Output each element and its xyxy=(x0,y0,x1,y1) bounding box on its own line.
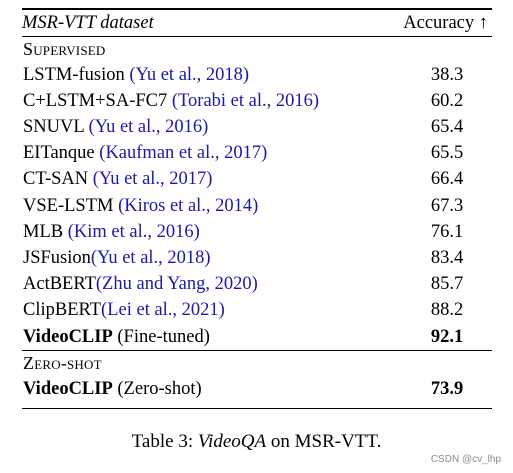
method-name: MLB xyxy=(23,221,64,242)
accuracy-value: 66.4 xyxy=(430,169,464,190)
table-row: EITanque (Kaufman et al., 2017) 65.5 xyxy=(22,140,492,166)
bottom-rule xyxy=(22,407,492,410)
section-rule xyxy=(22,349,492,351)
table-header-row: MSR-VTT dataset Accuracy ↑ xyxy=(22,10,492,36)
section-label-zero-shot: Zero-shot xyxy=(23,352,102,373)
citation-link[interactable]: (Torabi et al., 2016) xyxy=(171,90,320,111)
table-row: SNUVL (Yu et al., 2016) 65.4 xyxy=(22,114,492,140)
accuracy-value: 76.1 xyxy=(430,221,464,242)
citation-link[interactable]: (Lei et al., 2021) xyxy=(101,300,225,321)
table-row: C+LSTM+SA-FC7 (Torabi et al., 2016) 60.2 xyxy=(22,88,492,114)
accuracy-value: 83.4 xyxy=(430,248,464,268)
dataset-title: MSR-VTT dataset xyxy=(22,12,154,33)
caption-prefix: Table 3: xyxy=(131,431,198,452)
accuracy-value: 67.3 xyxy=(430,195,464,216)
accuracy-value: 92.1 xyxy=(430,326,464,347)
table-row: JSFusion(Yu et al., 2018) 83.4 xyxy=(22,245,492,271)
method-name: CT-SAN xyxy=(23,169,89,190)
citation-link[interactable]: (Yu et al., 2018) xyxy=(90,248,211,268)
table-caption: Table 3: VideoQA on MSR-VTT. xyxy=(0,431,513,453)
citation-link[interactable]: (Yu et al., 2016) xyxy=(88,117,209,138)
method-name: VideoCLIP xyxy=(23,378,113,399)
table-row: MLB (Kim et al., 2016) 76.1 xyxy=(22,219,492,245)
top-rule xyxy=(22,8,492,10)
accuracy-value: 38.3 xyxy=(430,64,464,85)
method-name: LSTM-fusion xyxy=(23,64,125,85)
method-name: ClipBERT xyxy=(23,300,102,321)
accuracy-value: 85.7 xyxy=(430,274,464,295)
method-name: VSE-LSTM xyxy=(23,195,114,216)
method-name: SNUVL xyxy=(23,117,84,138)
citation-link[interactable]: (Kim et al., 2016) xyxy=(67,221,200,242)
citation-link[interactable]: (Kaufman et al., 2017) xyxy=(99,143,268,164)
accuracy-value: 60.2 xyxy=(430,90,464,111)
accuracy-value: 65.4 xyxy=(430,117,464,138)
caption-suffix: on MSR-VTT. xyxy=(266,431,382,452)
watermark-text: CSDN @cv_lhp xyxy=(430,454,501,465)
citation-link[interactable]: (Yu et al., 2017) xyxy=(92,169,213,190)
citation-link[interactable]: (Yu et al., 2018) xyxy=(129,64,250,85)
accuracy-value: 65.5 xyxy=(430,143,464,164)
accuracy-value: 73.9 xyxy=(430,378,464,399)
table-row-videoclip-zeroshot: VideoCLIP (Zero-shot) 73.9 xyxy=(22,376,492,402)
accuracy-value: 88.2 xyxy=(430,300,464,321)
table-row: CT-SAN (Yu et al., 2017) 66.4 xyxy=(22,166,492,192)
caption-emphasis: VideoQA xyxy=(197,431,267,452)
method-variant: (Zero-shot) xyxy=(117,378,202,399)
table-row-videoclip-finetuned: VideoCLIP (Fine-tuned) 92.1 xyxy=(22,324,492,350)
table-row: ClipBERT(Lei et al., 2021) 88.2 xyxy=(22,297,492,323)
method-name: VideoCLIP xyxy=(23,326,113,347)
section-label-supervised: Supervised xyxy=(23,38,106,59)
method-variant: (Fine-tuned) xyxy=(117,326,210,347)
method-name: EITanque xyxy=(23,143,95,164)
method-name: C+LSTM+SA-FC7 xyxy=(23,90,168,111)
table-row: ActBERT(Zhu and Yang, 2020) 85.7 xyxy=(22,271,492,297)
table-row: VSE-LSTM (Kiros et al., 2014) 67.3 xyxy=(22,193,492,219)
citation-link[interactable]: (Kiros et al., 2014) xyxy=(118,195,259,216)
table-row: LSTM-fusion (Yu et al., 2018) 38.3 xyxy=(22,62,492,88)
results-table: MSR-VTT dataset Accuracy ↑ Supervised LS… xyxy=(22,8,492,410)
accuracy-header: Accuracy ↑ xyxy=(403,12,488,33)
header-rule xyxy=(22,35,492,37)
citation-link[interactable]: (Zhu and Yang, 2020) xyxy=(95,274,258,295)
method-name: ActBERT xyxy=(23,274,96,295)
method-name: JSFusion xyxy=(23,248,91,268)
